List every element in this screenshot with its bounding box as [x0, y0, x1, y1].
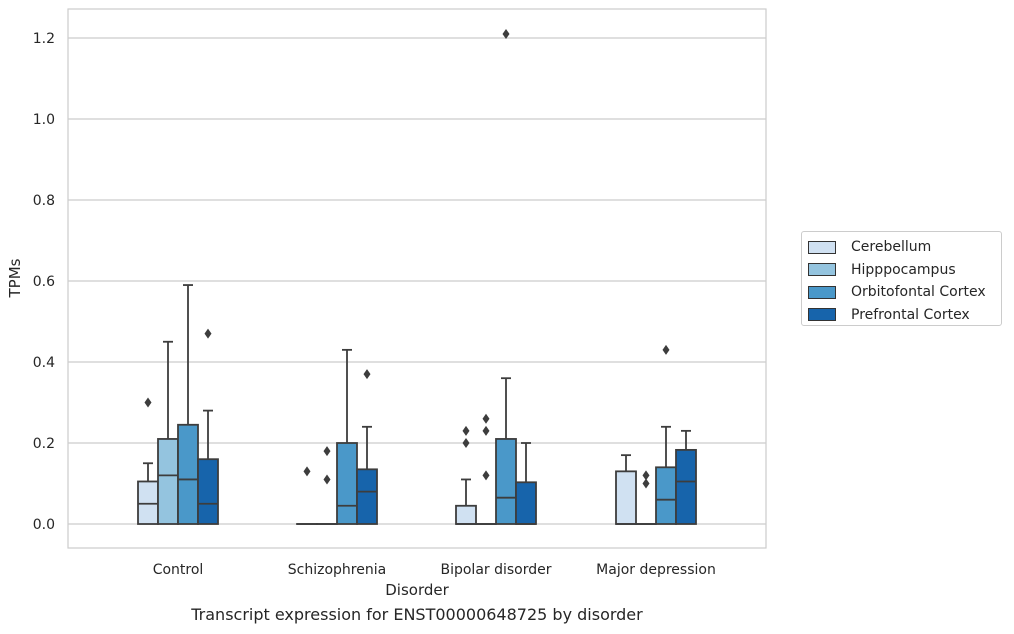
x-tick-label: Major depression — [596, 562, 716, 578]
box-body — [515, 481, 537, 525]
outlier-point — [462, 425, 470, 436]
x-tick-label: Schizophrenia — [288, 562, 386, 578]
x-tick-label: Control — [153, 562, 204, 578]
outlier-point — [303, 466, 311, 477]
legend-swatch — [808, 240, 836, 254]
box-hipppocampus — [316, 446, 338, 525]
y-tick-label: 1.0 — [33, 112, 55, 128]
legend-swatch — [808, 263, 836, 277]
box-cerebellum — [455, 425, 477, 525]
box-orbitofontal-cortex — [177, 284, 199, 525]
legend-item: Cerebellum — [808, 236, 1001, 259]
legend-label: Hipppocampus — [851, 261, 956, 278]
y-tick-label: 1.2 — [33, 31, 55, 47]
box-cerebellum — [137, 397, 159, 525]
box-orbitofontal-cortex — [655, 344, 677, 525]
legend-item: Orbitofontal Cortex — [808, 281, 1001, 304]
outlier-point — [642, 470, 650, 481]
x-axis-label: Disorder — [385, 581, 449, 599]
y-ticks: 0.0 0.2 0.4 0.6 0.8 1.0 1.2 — [33, 31, 55, 533]
box-body — [177, 423, 199, 525]
box-cerebellum — [296, 466, 318, 525]
box-body — [615, 470, 637, 525]
box-body — [655, 466, 677, 525]
y-tick-label: 0.2 — [33, 436, 55, 452]
box-body — [336, 442, 358, 525]
legend-label: Prefrontal Cortex — [851, 306, 970, 323]
boxes — [137, 28, 697, 525]
outlier-point — [482, 470, 490, 481]
outlier-point — [144, 397, 152, 408]
outlier-point — [662, 344, 670, 355]
legend-swatch — [808, 285, 836, 299]
box-hipppocampus — [475, 413, 497, 525]
outlier-point — [502, 28, 510, 39]
outlier-point — [204, 328, 212, 339]
box-cerebellum — [615, 454, 637, 525]
y-axis-label: TPMs — [6, 258, 24, 298]
legend-label: Cerebellum — [851, 239, 932, 256]
box-body — [157, 438, 179, 525]
y-tick-label: 0.6 — [33, 274, 55, 290]
box-prefrontal-cortex — [515, 442, 537, 525]
outlier-point — [482, 413, 490, 424]
outlier-point — [462, 438, 470, 448]
plot-frame — [67, 8, 767, 549]
y-tick-label: 0.8 — [33, 193, 55, 209]
box-body — [455, 504, 477, 525]
box-body — [495, 438, 517, 525]
outlier-point — [323, 474, 331, 485]
outlier-point — [323, 446, 331, 457]
y-tick-label: 0.0 — [33, 517, 55, 533]
box-prefrontal-cortex — [675, 429, 697, 525]
box-body — [356, 468, 378, 525]
y-tick-label: 0.4 — [33, 355, 55, 371]
legend-item: Hipppocampus — [808, 259, 1001, 282]
box-body — [197, 458, 219, 525]
legend-item: Prefrontal Cortex — [808, 304, 1001, 327]
legend-swatch — [808, 308, 836, 322]
outlier-point — [363, 369, 371, 380]
box-prefrontal-cortex — [197, 328, 219, 525]
box-orbitofontal-cortex — [495, 28, 517, 525]
legend-label: Orbitofontal Cortex — [851, 284, 986, 301]
box-hipppocampus — [635, 470, 657, 525]
x-ticks: Control Schizophrenia Bipolar disorder Majo… — [153, 562, 716, 578]
box-body — [137, 480, 159, 525]
box-prefrontal-cortex — [356, 369, 378, 525]
box-hipppocampus — [157, 340, 179, 525]
x-tick-label: Bipolar disorder — [440, 562, 551, 578]
outlier-point — [642, 478, 650, 489]
box-orbitofontal-cortex — [336, 348, 358, 525]
legend: Cerebellum Hipppocampus Orbitofontal Corte… — [801, 231, 1002, 326]
chart-caption: Transcript expression for ENST0000064872… — [191, 605, 643, 624]
outlier-point — [482, 425, 490, 436]
box-body — [675, 448, 697, 525]
